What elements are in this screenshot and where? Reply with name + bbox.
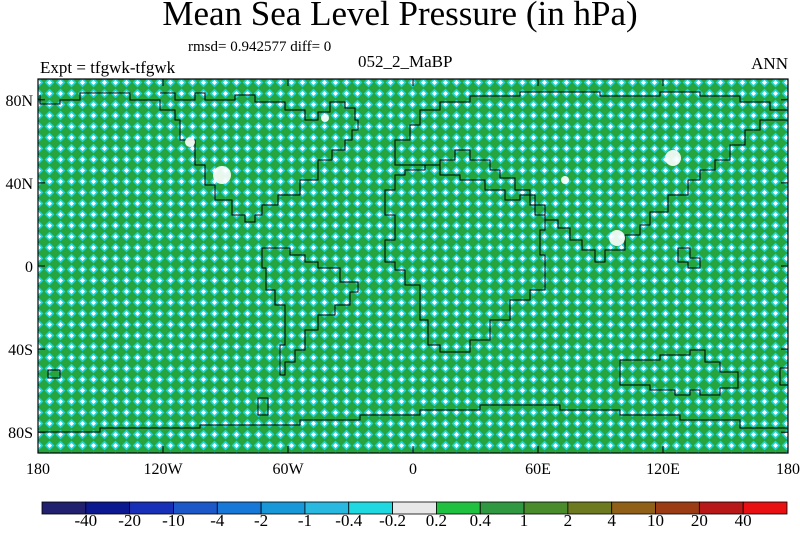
x-tick-label: 120E (646, 461, 680, 478)
colorbar-label: -20 (118, 511, 141, 530)
case-label: 052_2_MaBP (358, 52, 453, 71)
colorbar-label: 20 (690, 511, 708, 530)
coastline-outline (779, 367, 788, 386)
x-axis-labels: 180 120W 60W 0 60E 120E 180 (26, 461, 800, 478)
colorbar-label: 40 (734, 511, 752, 530)
y-tick-label: 80N (5, 93, 33, 110)
season-label: ANN (751, 54, 788, 73)
colorbar-swatch (742, 501, 788, 515)
colorbar-label: 0.2 (425, 511, 448, 530)
colorbar-label: -0.4 (335, 511, 363, 530)
colorbar-label: -10 (162, 511, 185, 530)
colorbar-label: 2 (563, 511, 573, 530)
colorbar-label: -40 (74, 511, 98, 530)
light-patches (185, 114, 681, 246)
colorbar-label: 4 (607, 511, 616, 530)
x-tick-label: 60W (272, 461, 304, 478)
coastline-outline (257, 397, 269, 416)
x-tick-label: 60E (525, 461, 551, 478)
colorbar-label: -1 (297, 511, 313, 530)
colorbar-label: 1 (519, 511, 529, 530)
colorbar-label: -4 (210, 511, 225, 530)
colorbar-label: 0.4 (469, 511, 491, 530)
coastline-outline (47, 369, 61, 379)
coastline-outline (394, 91, 788, 263)
experiment-label: Expt = tfgwk-tfgwk (40, 58, 176, 77)
x-tick-label: 120W (143, 461, 183, 478)
coastline-outline (677, 247, 701, 269)
coastline-outline (38, 404, 788, 433)
x-tick-label: 180 (26, 461, 50, 478)
x-tick-label: 180 (776, 461, 800, 478)
stats-text: rmsd= 0.942577 diff= 0 (188, 39, 332, 55)
colorbar-label: 10 (647, 511, 665, 530)
y-tick-label: 0 (25, 259, 33, 276)
colorbar-label: -2 (254, 511, 269, 530)
axis-ticks (37, 79, 789, 453)
x-tick-label: 0 (409, 461, 417, 478)
colorbar (41, 501, 788, 515)
y-axis-labels: 80N 40N 0 40S 80S (5, 93, 33, 442)
chart-title: Mean Sea Level Pressure (in hPa) (162, 0, 638, 33)
pressure-field (38, 79, 788, 453)
y-tick-label: 80S (8, 425, 33, 442)
coastline-outline (619, 349, 739, 396)
coastline-outline (384, 164, 546, 353)
colorbar-label: -0.2 (379, 511, 407, 530)
coastline-outline (39, 92, 359, 223)
coastline-outline (261, 247, 359, 376)
y-tick-label: 40S (8, 342, 33, 359)
y-tick-label: 40N (5, 176, 33, 193)
